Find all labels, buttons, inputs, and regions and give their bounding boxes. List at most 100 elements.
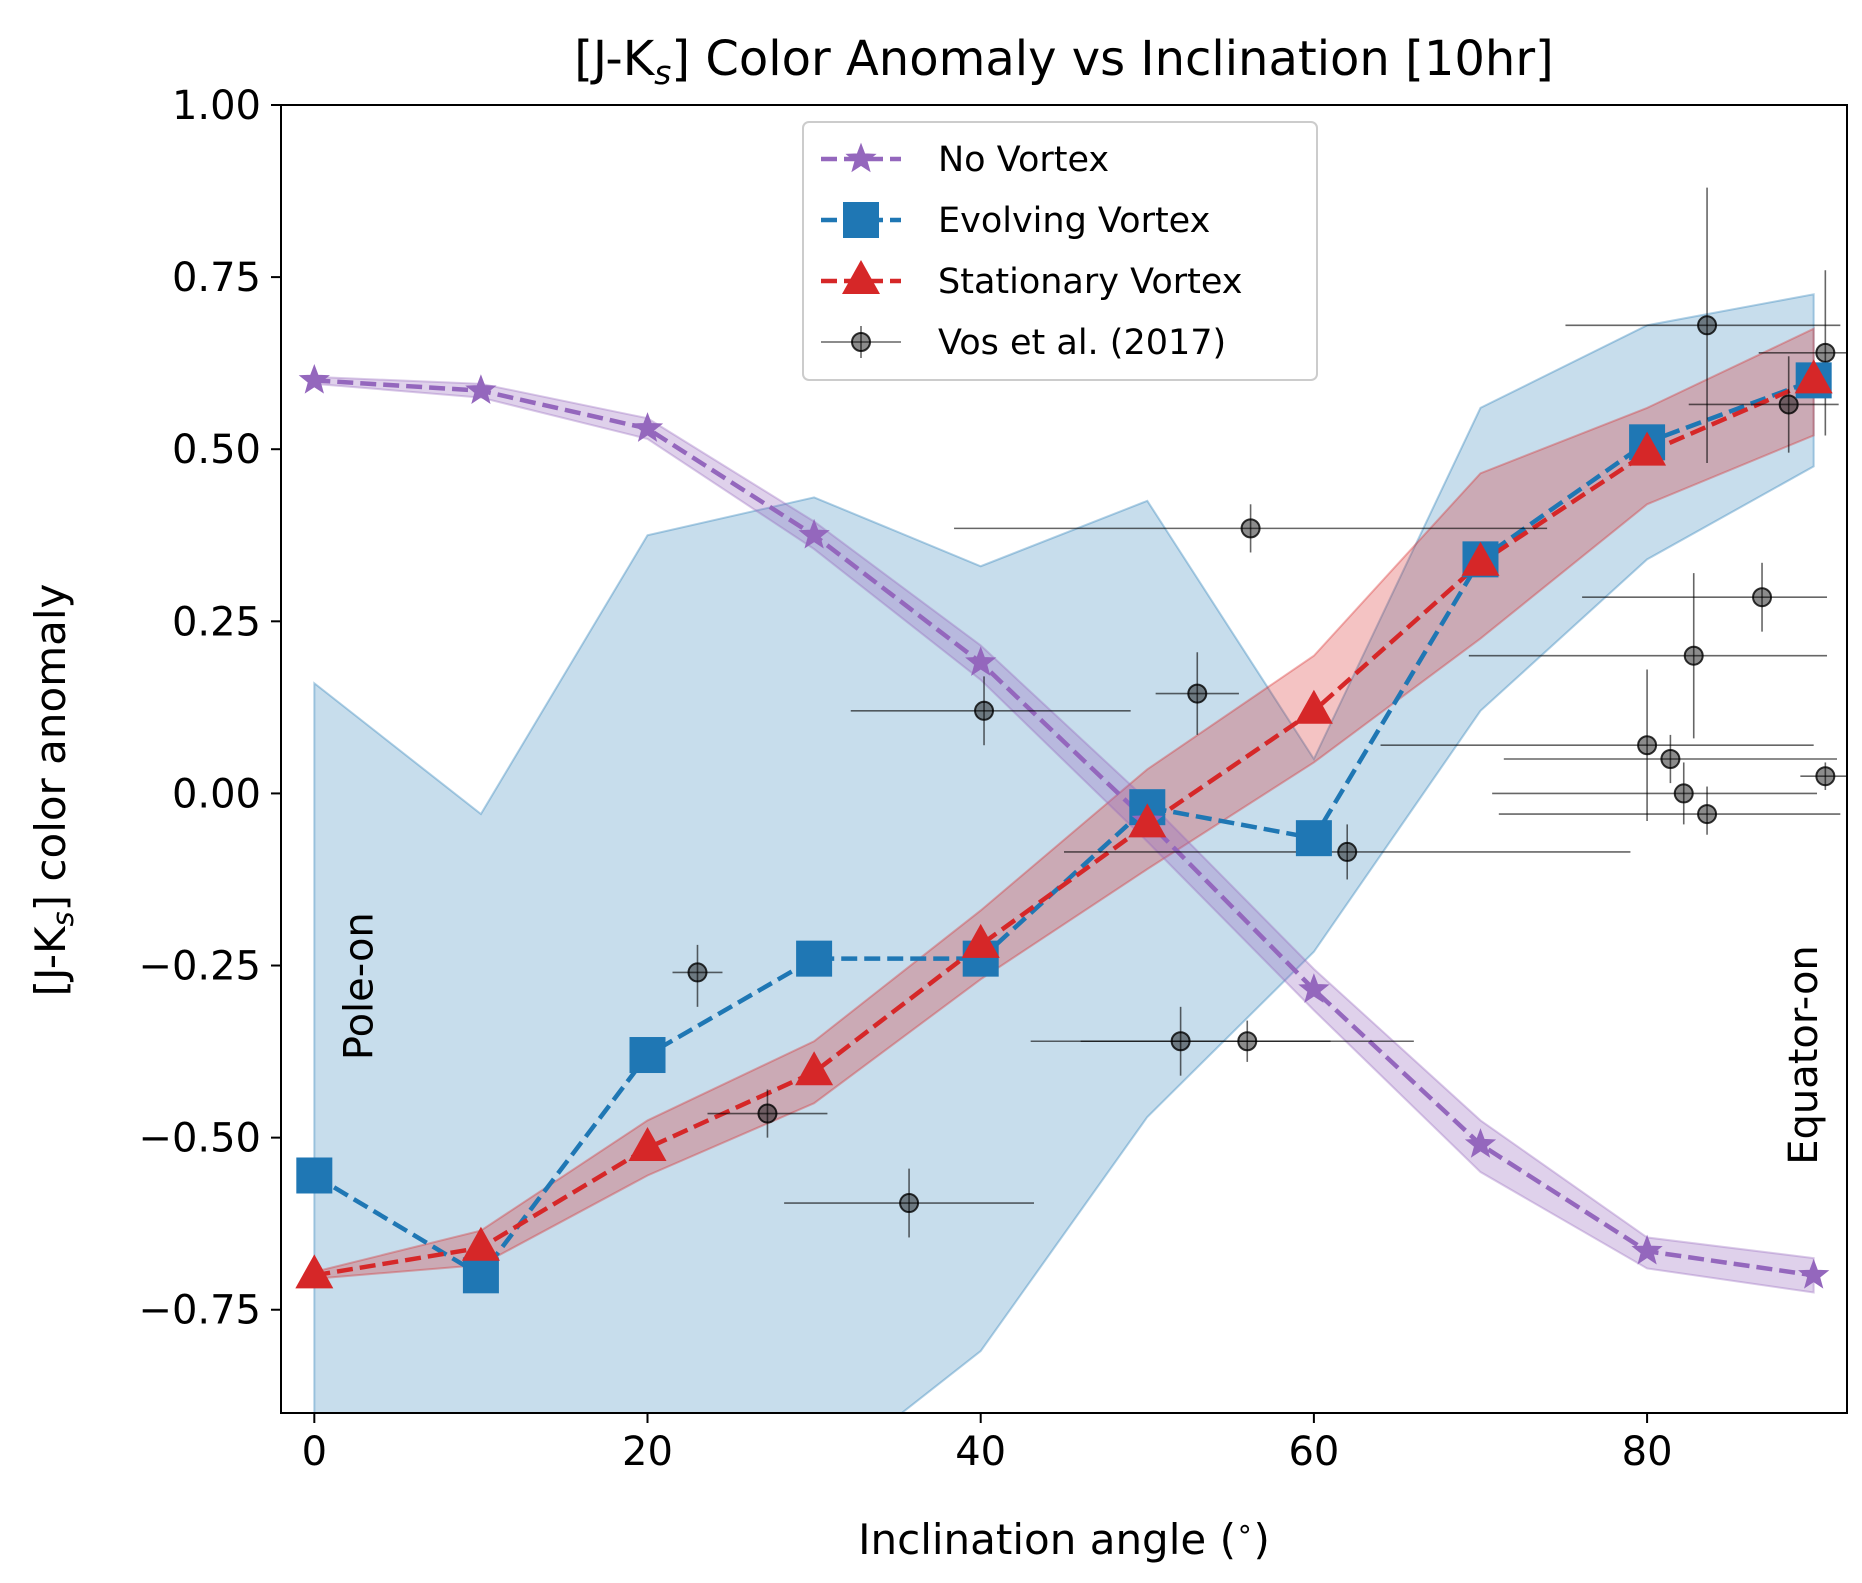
observation-point xyxy=(1582,562,1828,632)
observation-marker xyxy=(899,1193,920,1214)
legend-entry-evolving-vortex: Evolving Vortex xyxy=(821,201,1210,241)
marker-no-vortex xyxy=(1464,1128,1497,1158)
legend-marker xyxy=(845,142,877,173)
line-evolving-vortex xyxy=(313,378,1815,1279)
y-tick-label: 0.00 xyxy=(172,771,261,817)
observation-point xyxy=(954,504,1548,553)
observation-point xyxy=(1565,187,1841,463)
line-no-vortex xyxy=(314,378,1815,1278)
y-tick-label: 0.50 xyxy=(172,427,261,473)
observation-point xyxy=(850,676,1131,746)
marker-no-vortex xyxy=(965,646,997,676)
marker-evolving-vortex xyxy=(462,1257,499,1294)
observation-point xyxy=(1064,824,1631,880)
x-tick-label: 40 xyxy=(955,1429,1006,1475)
observation-marker xyxy=(1337,841,1358,862)
legend-marker xyxy=(842,260,880,294)
marker-no-vortex xyxy=(798,518,830,549)
marker-no-vortex xyxy=(1298,973,1330,1003)
series-markers xyxy=(295,359,1833,1294)
annotations: Pole-on Equator-on xyxy=(337,912,1827,1165)
chart-title: [J-Ks] Color Anomaly vs Inclination [10h… xyxy=(574,31,1554,92)
y-tick-label: 0.75 xyxy=(172,255,261,301)
legend-entry-stationary-vortex: Stationary Vortex xyxy=(821,260,1243,302)
y-tick-label: −0.75 xyxy=(138,1288,261,1334)
axes-frame xyxy=(280,104,1848,1414)
marker-stationary-vortex xyxy=(1128,803,1167,838)
observation-point xyxy=(1380,669,1814,821)
axis-ticks: 0 20 40 60 80 −0.75 −0.50 −0.25 0.00 0.25 0.50 0.75… xyxy=(138,83,1672,1475)
marker-stationary-vortex xyxy=(1461,541,1500,576)
y-tick-label: −0.50 xyxy=(138,1116,261,1162)
marker-no-vortex xyxy=(631,412,664,442)
observation-marker xyxy=(1697,315,1718,336)
observation-marker xyxy=(757,1103,778,1124)
marker-stationary-vortex xyxy=(961,923,1000,958)
marker-no-vortex xyxy=(298,363,330,394)
annotation-pole-on: Pole-on xyxy=(337,912,383,1060)
marker-stationary-vortex xyxy=(295,1254,334,1289)
observation-marker xyxy=(1697,804,1718,825)
x-axis-label-main: Inclination angle ( xyxy=(858,1515,1236,1564)
observation-point xyxy=(707,1089,828,1138)
y-axis-label-rest: ] color anomaly xyxy=(26,584,75,912)
observation-marker xyxy=(1187,683,1208,704)
observation-marker xyxy=(1240,518,1261,539)
observation-point xyxy=(672,944,723,1007)
observation-marker xyxy=(1778,394,1799,415)
x-tick-label: 80 xyxy=(1622,1429,1673,1475)
band-evolving-vortex xyxy=(313,293,1815,1413)
legend-label: Vos et al. (2017) xyxy=(938,323,1226,363)
observation-marker xyxy=(687,962,708,983)
band-no-vortex xyxy=(313,375,1815,1294)
observation-marker xyxy=(1752,587,1773,608)
line-stationary-vortex xyxy=(313,378,1815,1278)
marker-stationary-vortex xyxy=(1794,359,1833,394)
observation-point xyxy=(1688,356,1839,453)
legend-label: Evolving Vortex xyxy=(938,201,1210,241)
annotation-equator-on: Equator-on xyxy=(1781,945,1827,1165)
observation-points xyxy=(672,187,1847,1238)
observation-marker xyxy=(1673,783,1694,804)
chart-title-main: [J-K xyxy=(574,31,655,87)
confidence-bands xyxy=(313,293,1815,1413)
observation-point xyxy=(1498,786,1841,835)
y-tick-label: −0.25 xyxy=(138,944,261,990)
legend: No Vortex Evolving Vortex Stationary Vorte… xyxy=(802,121,1318,381)
legend-entry-vos-et-al-2017: Vos et al. (2017) xyxy=(821,323,1226,363)
observation-point xyxy=(1800,762,1847,790)
marker-evolving-vortex xyxy=(796,940,833,977)
observation-point xyxy=(1503,734,1838,784)
x-axis-label-end: ) xyxy=(1254,1515,1270,1564)
x-tick-label: 20 xyxy=(622,1429,673,1475)
marker-stationary-vortex xyxy=(1294,689,1333,724)
marker-no-vortex xyxy=(1631,1234,1663,1265)
legend-box xyxy=(802,121,1318,381)
observation-point xyxy=(1080,1020,1414,1062)
legend-marker xyxy=(843,202,879,238)
legend-entry-no-vortex: No Vortex xyxy=(821,140,1109,180)
observation-point xyxy=(1468,573,1828,739)
observation-point xyxy=(784,1168,1035,1238)
x-tick-label: 0 xyxy=(302,1429,327,1475)
series-lines xyxy=(313,378,1815,1279)
observation-point xyxy=(1155,652,1239,735)
marker-evolving-vortex xyxy=(1295,820,1332,857)
marker-stationary-vortex xyxy=(1628,431,1667,466)
observation-marker xyxy=(1815,342,1836,363)
marker-evolving-vortex xyxy=(629,1037,666,1074)
legend-marker xyxy=(851,332,871,352)
y-axis-label-main: [J-K xyxy=(26,925,75,996)
marker-evolving-vortex xyxy=(296,1157,333,1194)
legend-label: No Vortex xyxy=(938,140,1109,180)
chart-title-rest: ] Color Anomaly vs Inclination [10hr] xyxy=(671,31,1553,87)
marker-no-vortex xyxy=(465,374,497,404)
observation-marker xyxy=(974,700,995,721)
x-axis-label-degree: ∘ xyxy=(1236,1512,1254,1545)
band-stationary-vortex xyxy=(313,327,1815,1280)
y-tick-label: 1.00 xyxy=(172,83,261,129)
observation-point xyxy=(1758,270,1847,436)
observation-marker xyxy=(1237,1031,1258,1052)
x-tick-label: 60 xyxy=(1288,1429,1339,1475)
y-axis-label: [J-Ks] color anomaly xyxy=(26,584,80,997)
